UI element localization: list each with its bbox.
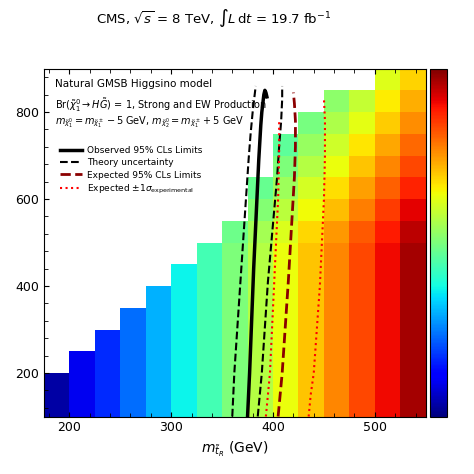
X-axis label: $m_{\tilde{t}_R}$ (GeV): $m_{\tilde{t}_R}$ (GeV) xyxy=(201,440,269,459)
Text: Br($\tilde{\chi}_1^0 \to H\tilde{G}$) = 1, Strong and EW Production: Br($\tilde{\chi}_1^0 \to H\tilde{G}$) = … xyxy=(55,96,267,114)
Legend: Observed 95% CLs Limits, Theory uncertainty, Expected 95% CLs Limits, Expected $: Observed 95% CLs Limits, Theory uncertai… xyxy=(56,143,206,200)
Text: Natural GMSB Higgsino model: Natural GMSB Higgsino model xyxy=(55,79,212,89)
Text: CMS, $\sqrt{s}$ = 8 TeV, $\int L\,\mathrm{d}t$ = 19.7 fb$^{-1}$: CMS, $\sqrt{s}$ = 8 TeV, $\int L\,\mathr… xyxy=(96,7,331,29)
Text: $m_{\tilde{\chi}_1^0} = m_{\tilde{\chi}_1^\pm} - 5$ GeV, $m_{\tilde{\chi}_2^0} =: $m_{\tilde{\chi}_1^0} = m_{\tilde{\chi}_… xyxy=(55,114,245,130)
